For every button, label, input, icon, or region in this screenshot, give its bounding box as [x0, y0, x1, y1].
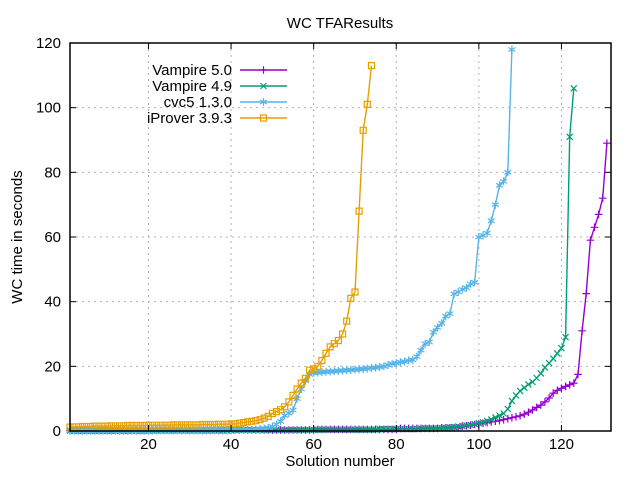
y-axis-label: WC time in seconds: [9, 170, 26, 303]
y-tick-label: 60: [44, 229, 61, 246]
legend-label: Vampire 5.0: [152, 62, 232, 79]
series-markers-1: [66, 84, 578, 435]
x-tick-label: 40: [223, 436, 240, 453]
legend-label: cvc5 1.3.0: [164, 94, 232, 111]
legend-sample-marker: [259, 114, 268, 122]
axes-layer: [69, 42, 612, 432]
x-axis-label: Solution number: [285, 453, 394, 470]
y-tick-label: 40: [44, 294, 61, 311]
y-tick-label: 100: [36, 100, 61, 117]
series-line-1: [70, 88, 575, 432]
legend-sample-marker: [260, 82, 267, 90]
chart-title: WC TFAResults: [287, 15, 393, 32]
y-tick-label: 0: [53, 423, 61, 440]
legend-label: iProver 3.9.3: [147, 110, 232, 127]
series-markers-0: [66, 139, 611, 435]
series-markers-3: [66, 62, 376, 431]
grid-layer: [70, 43, 611, 431]
legend-label: Vampire 4.9: [152, 78, 232, 95]
x-tick-label: 80: [388, 436, 405, 453]
series-line-0: [70, 143, 608, 432]
legend-sample-marker: [259, 66, 268, 74]
x-tick-label: 20: [140, 436, 157, 453]
y-tick-label: 120: [36, 35, 61, 52]
series-markers-2: [66, 45, 516, 435]
series-line-2: [70, 49, 513, 432]
y-tick-label: 20: [44, 358, 61, 375]
series-layer: [66, 45, 611, 435]
legend-sample-marker: [259, 98, 268, 106]
tick-labels-layer: 20 40 60 80 100 120 0 20 40 60 80 100 120: [36, 35, 574, 453]
x-tick-label: 60: [305, 436, 322, 453]
y-tick-label: 80: [44, 164, 61, 181]
x-tick-label: 100: [466, 436, 491, 453]
x-tick-label: 120: [549, 436, 574, 453]
